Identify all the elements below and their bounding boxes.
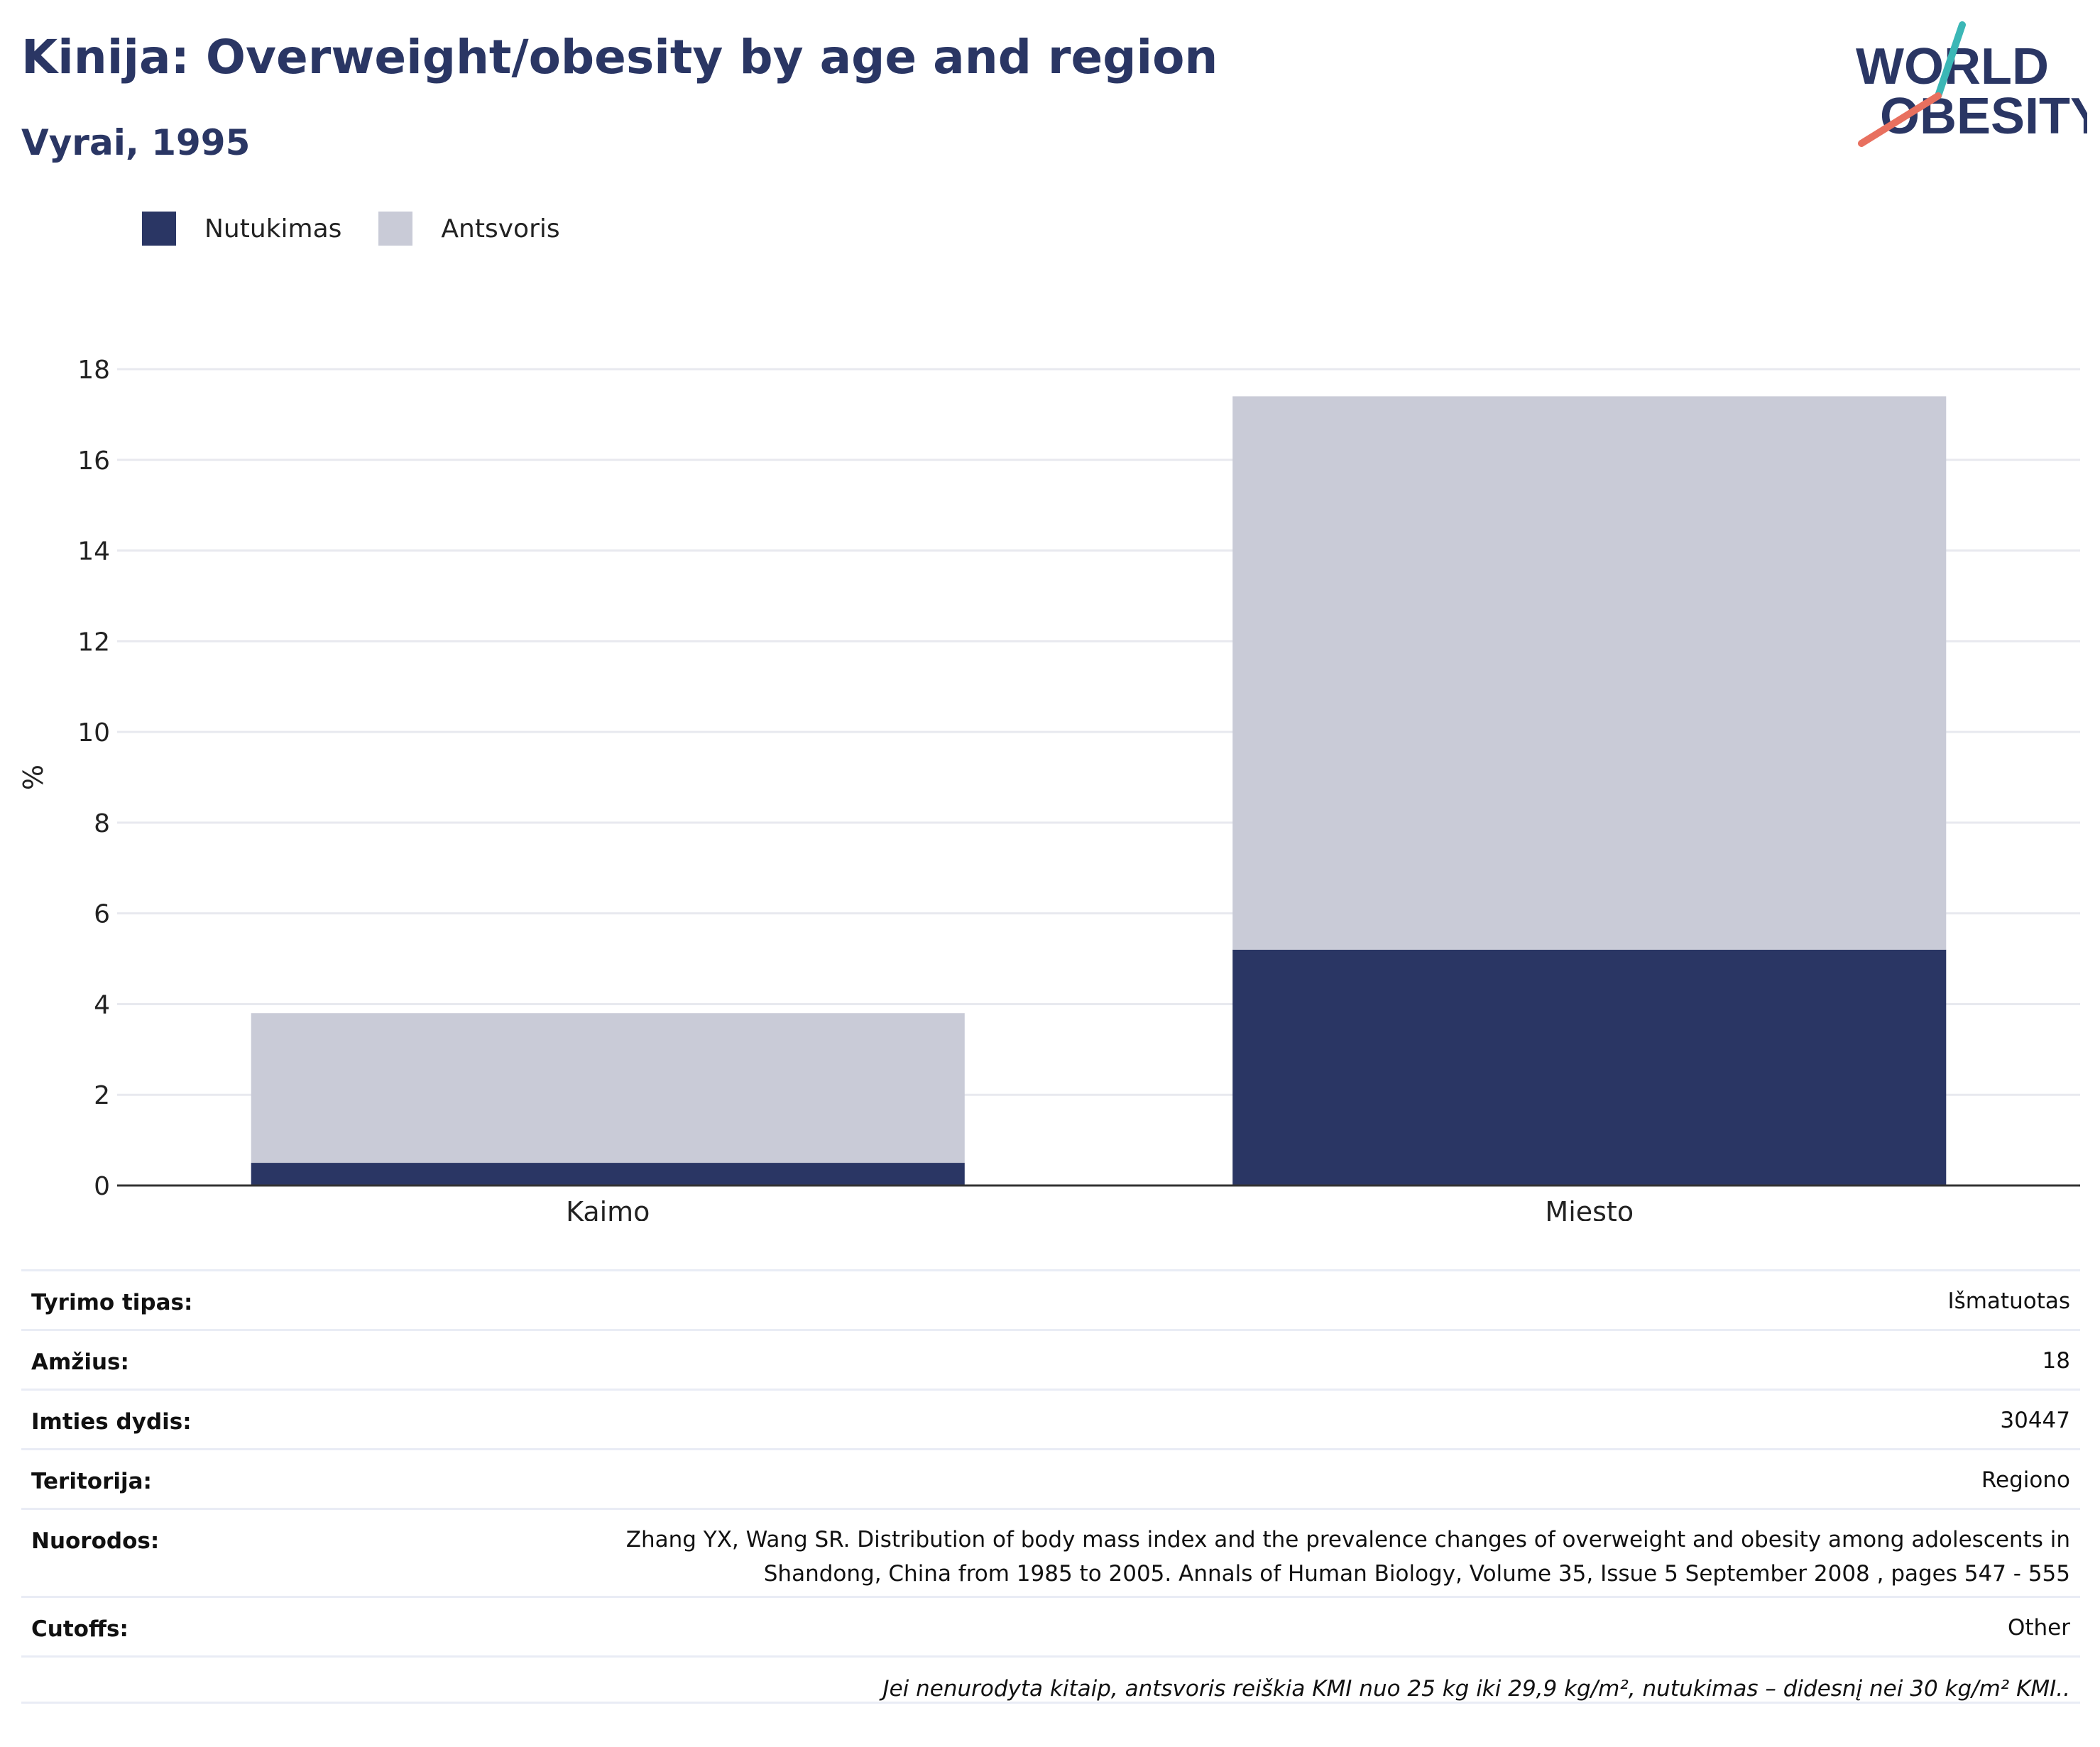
bar-segment-nutukimas-kaimo[interactable] bbox=[251, 1163, 965, 1185]
chart-title: Kinija: Overweight/obesity by age and re… bbox=[21, 30, 1218, 84]
legend-swatch-obesity bbox=[142, 212, 176, 246]
info-label: Teritorija: bbox=[31, 1469, 152, 1494]
y-tick-label: 18 bbox=[77, 356, 110, 385]
info-label: Imties dydis: bbox=[31, 1409, 192, 1435]
y-tick-label: 16 bbox=[77, 447, 110, 476]
info-value: Išmatuotas bbox=[1947, 1288, 2070, 1314]
y-axis-label: % bbox=[18, 765, 49, 790]
legend-label-overweight: Antsvoris bbox=[441, 214, 560, 243]
y-tick-label: 10 bbox=[77, 718, 110, 747]
legend-label-obesity: Nutukimas bbox=[204, 214, 342, 243]
info-row-note: Jei nenurodyta kitaip, antsvoris reiškia… bbox=[21, 1655, 2080, 1704]
x-tick-label: Kaimo bbox=[566, 1196, 650, 1221]
x-tick-labels: Kaimo Miesto bbox=[566, 1196, 1634, 1221]
legend-item-obesity[interactable]: Nutukimas bbox=[142, 212, 341, 246]
logo-slash-teal bbox=[1935, 21, 1966, 99]
info-label: Amžius: bbox=[31, 1349, 129, 1375]
y-tick-label: 12 bbox=[77, 628, 110, 657]
x-tick-label: Miesto bbox=[1545, 1196, 1634, 1221]
chart-subtitle: Vyrai, 1995 bbox=[21, 122, 251, 163]
logo-text-obesity: OBESITY bbox=[1880, 88, 2087, 145]
y-tick-label: 0 bbox=[94, 1172, 110, 1201]
legend-item-overweight[interactable]: Antsvoris bbox=[378, 212, 560, 246]
info-row-territory: Teritorija: Regiono bbox=[21, 1448, 2080, 1508]
bar-segment-antsvoris-kaimo[interactable] bbox=[251, 1013, 965, 1163]
y-tick-label: 2 bbox=[94, 1081, 110, 1110]
info-value: Other bbox=[2007, 1615, 2070, 1641]
info-value: 30447 bbox=[2000, 1408, 2070, 1433]
info-row-age: Amžius: 18 bbox=[21, 1329, 2080, 1389]
legend-swatch-overweight bbox=[378, 212, 413, 246]
y-tick-label: 6 bbox=[94, 900, 110, 929]
definition-note: Jei nenurodyta kitaip, antsvoris reiškia… bbox=[882, 1676, 2070, 1702]
y-tick-label: 14 bbox=[77, 537, 110, 566]
info-label: Cutoffs: bbox=[31, 1616, 128, 1642]
bar-segment-nutukimas-miesto[interactable] bbox=[1232, 949, 1947, 1185]
info-value: 18 bbox=[2042, 1348, 2070, 1374]
info-row-cutoffs: Cutoffs: Other bbox=[21, 1596, 2080, 1655]
info-row-study-type: Tyrimo tipas: Išmatuotas bbox=[21, 1269, 2080, 1329]
info-label: Nuorodos: bbox=[31, 1528, 160, 1554]
reference-citation: Zhang YX, Wang SR. Distribution of body … bbox=[625, 1527, 2070, 1587]
info-value: Regiono bbox=[1981, 1467, 2070, 1493]
info-table: Tyrimo tipas: Išmatuotas Amžius: 18 Imti… bbox=[21, 1269, 2080, 1704]
bars bbox=[251, 396, 1947, 1185]
bar-chart: 0 2 4 6 8 10 12 14 16 18 Kaimo Miesto % bbox=[18, 356, 2080, 1221]
info-row-references: Nuorodos: Zhang YX, Wang SR. Distributio… bbox=[21, 1508, 2080, 1596]
y-tick-label: 8 bbox=[94, 809, 110, 838]
world-obesity-logo: WORLD OBESITY bbox=[1856, 21, 2087, 147]
info-label: Tyrimo tipas: bbox=[31, 1290, 193, 1315]
chart-legend: Nutukimas Antsvoris bbox=[142, 212, 597, 246]
logo-slash-coral bbox=[1858, 92, 1942, 147]
info-row-sample-size: Imties dydis: 30447 bbox=[21, 1389, 2080, 1448]
y-tick-label: 4 bbox=[94, 990, 110, 1019]
y-tick-labels: 0 2 4 6 8 10 12 14 16 18 bbox=[77, 356, 110, 1201]
bar-segment-antsvoris-miesto[interactable] bbox=[1232, 396, 1947, 950]
